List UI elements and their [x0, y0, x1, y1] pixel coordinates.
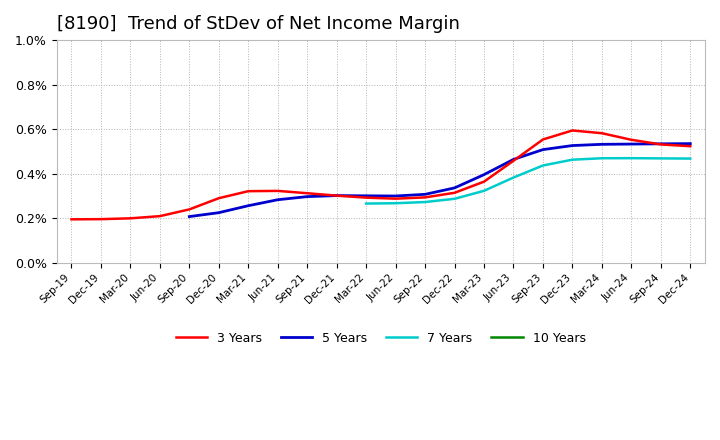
Text: [8190]  Trend of StDev of Net Income Margin: [8190] Trend of StDev of Net Income Marg…	[57, 15, 459, 33]
Legend: 3 Years, 5 Years, 7 Years, 10 Years: 3 Years, 5 Years, 7 Years, 10 Years	[171, 327, 590, 350]
